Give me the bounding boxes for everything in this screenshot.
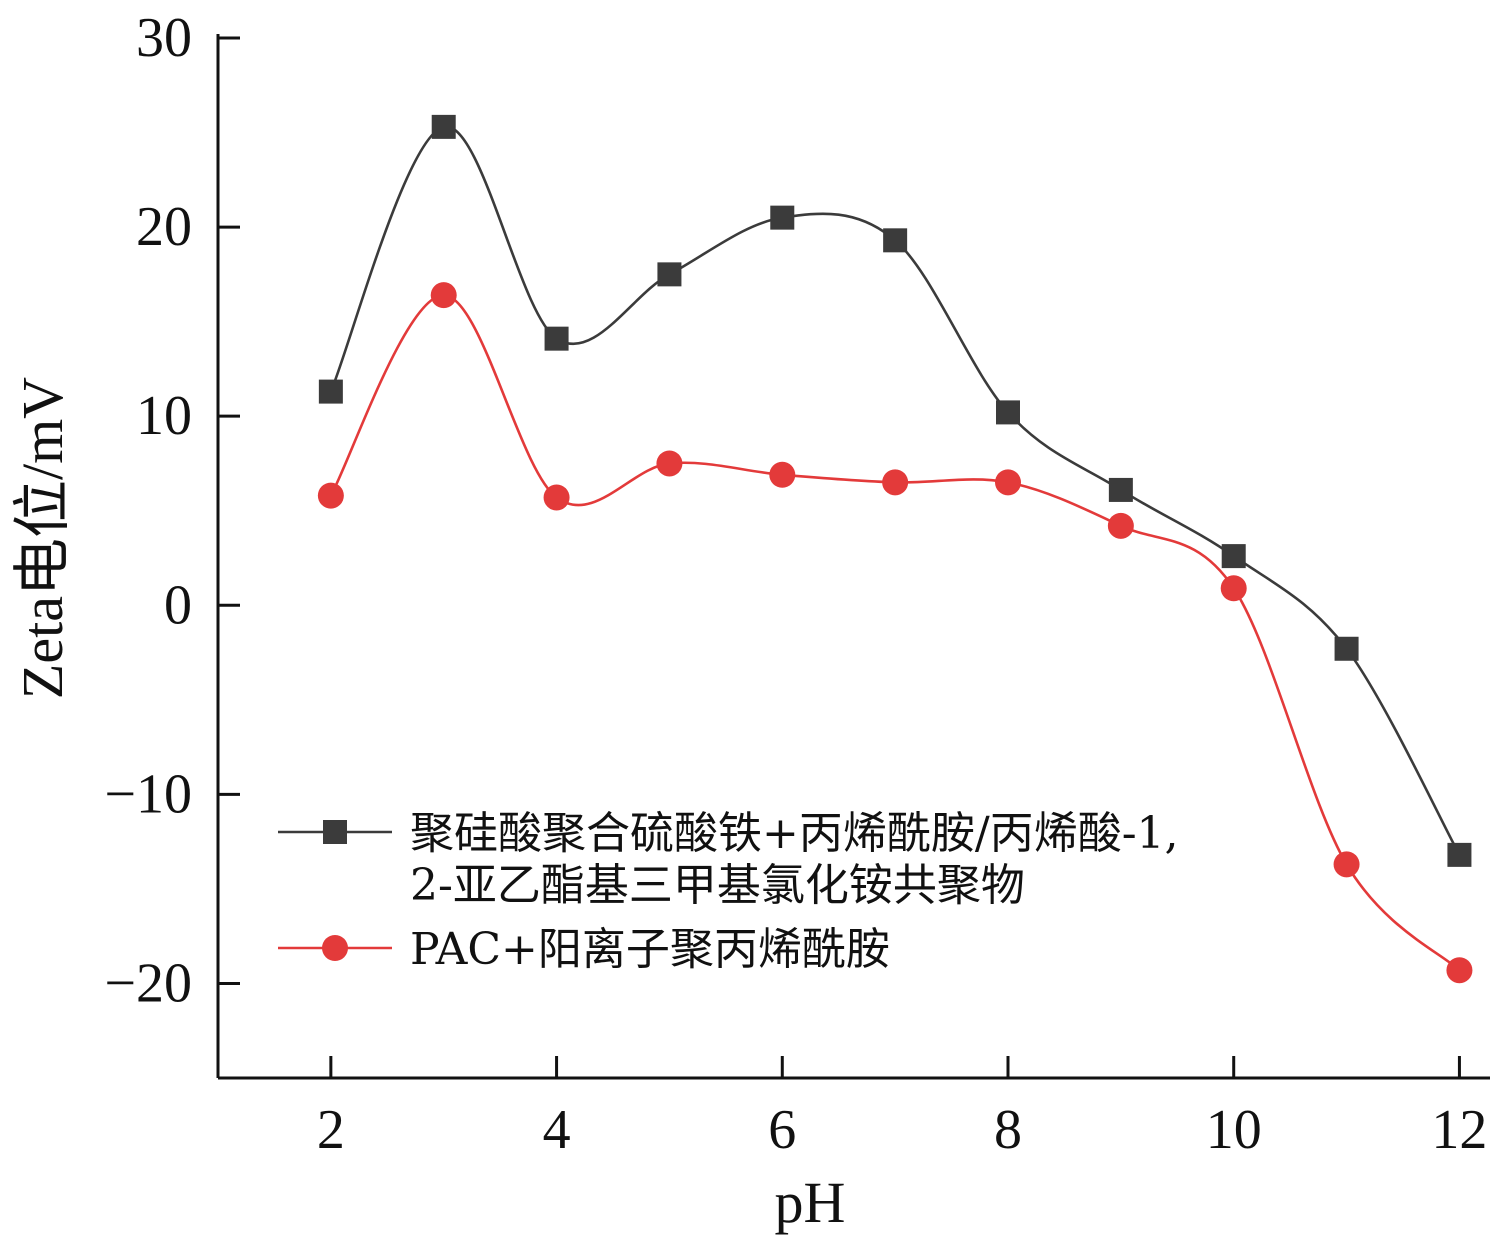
circle-marker <box>543 484 570 511</box>
y-tick-label: 20 <box>136 196 192 258</box>
legend: 聚硅酸聚合硫酸铁+丙烯酰胺/丙烯酸-1,2-亚乙酯基三甲基氯化铵共聚物 PAC+阳… <box>278 808 1179 975</box>
circle-marker <box>1107 512 1134 539</box>
x-tick-label: 4 <box>543 1099 571 1161</box>
square-marker <box>1334 636 1359 661</box>
x-tick-label: 2 <box>317 1099 345 1161</box>
circle-marker <box>995 469 1021 496</box>
circle-marker <box>317 482 344 509</box>
x-tick-label: 10 <box>1206 1099 1262 1161</box>
circle-marker <box>1446 957 1473 984</box>
square-marker <box>1108 477 1133 502</box>
y-tick-label: −20 <box>104 952 192 1014</box>
circle-marker <box>1333 851 1360 878</box>
circle-marker <box>430 282 457 309</box>
y-tick-label: 30 <box>136 7 192 69</box>
square-marker <box>431 114 456 139</box>
legend-label-1-line-2: 2-亚乙酯基三甲基氯化铵共聚物 <box>410 860 1025 911</box>
square-marker <box>770 205 795 230</box>
square-marker <box>318 379 343 404</box>
y-tick-label: 0 <box>164 574 192 636</box>
x-tick-label: 6 <box>768 1099 796 1161</box>
series-layer <box>317 114 1473 984</box>
circle-marker <box>656 450 683 477</box>
square-marker <box>1221 544 1246 569</box>
legend-label-2: PAC+阳离子聚丙烯酰胺 <box>410 924 890 975</box>
x-tick-label: 8 <box>994 1099 1022 1161</box>
circle-marker <box>882 469 909 496</box>
square-marker <box>883 228 908 253</box>
square-marker <box>544 326 569 351</box>
square-marker <box>1447 842 1472 867</box>
legend-square-marker <box>323 820 347 844</box>
series-2 <box>317 282 1473 984</box>
square-marker <box>657 262 682 287</box>
y-axis-title: Zeta电位/mV <box>10 377 75 699</box>
circle-marker <box>1220 575 1247 602</box>
legend-label-1-line-1: 聚硅酸聚合硫酸铁+丙烯酰胺/丙烯酸-1, <box>410 808 1179 859</box>
circle-marker <box>769 461 796 488</box>
x-tick-label: 12 <box>1431 1099 1487 1161</box>
y-tick-label: −10 <box>104 763 192 825</box>
axes: −20 −10 0 10 20 30 2 4 6 8 10 12 pH Zeta电位/mV <box>10 7 1490 1235</box>
y-tick-label: 10 <box>136 385 192 447</box>
legend-circle-marker <box>322 935 348 961</box>
series-1 <box>318 114 1472 867</box>
x-axis-title: pH <box>775 1170 846 1235</box>
square-marker <box>996 400 1020 425</box>
